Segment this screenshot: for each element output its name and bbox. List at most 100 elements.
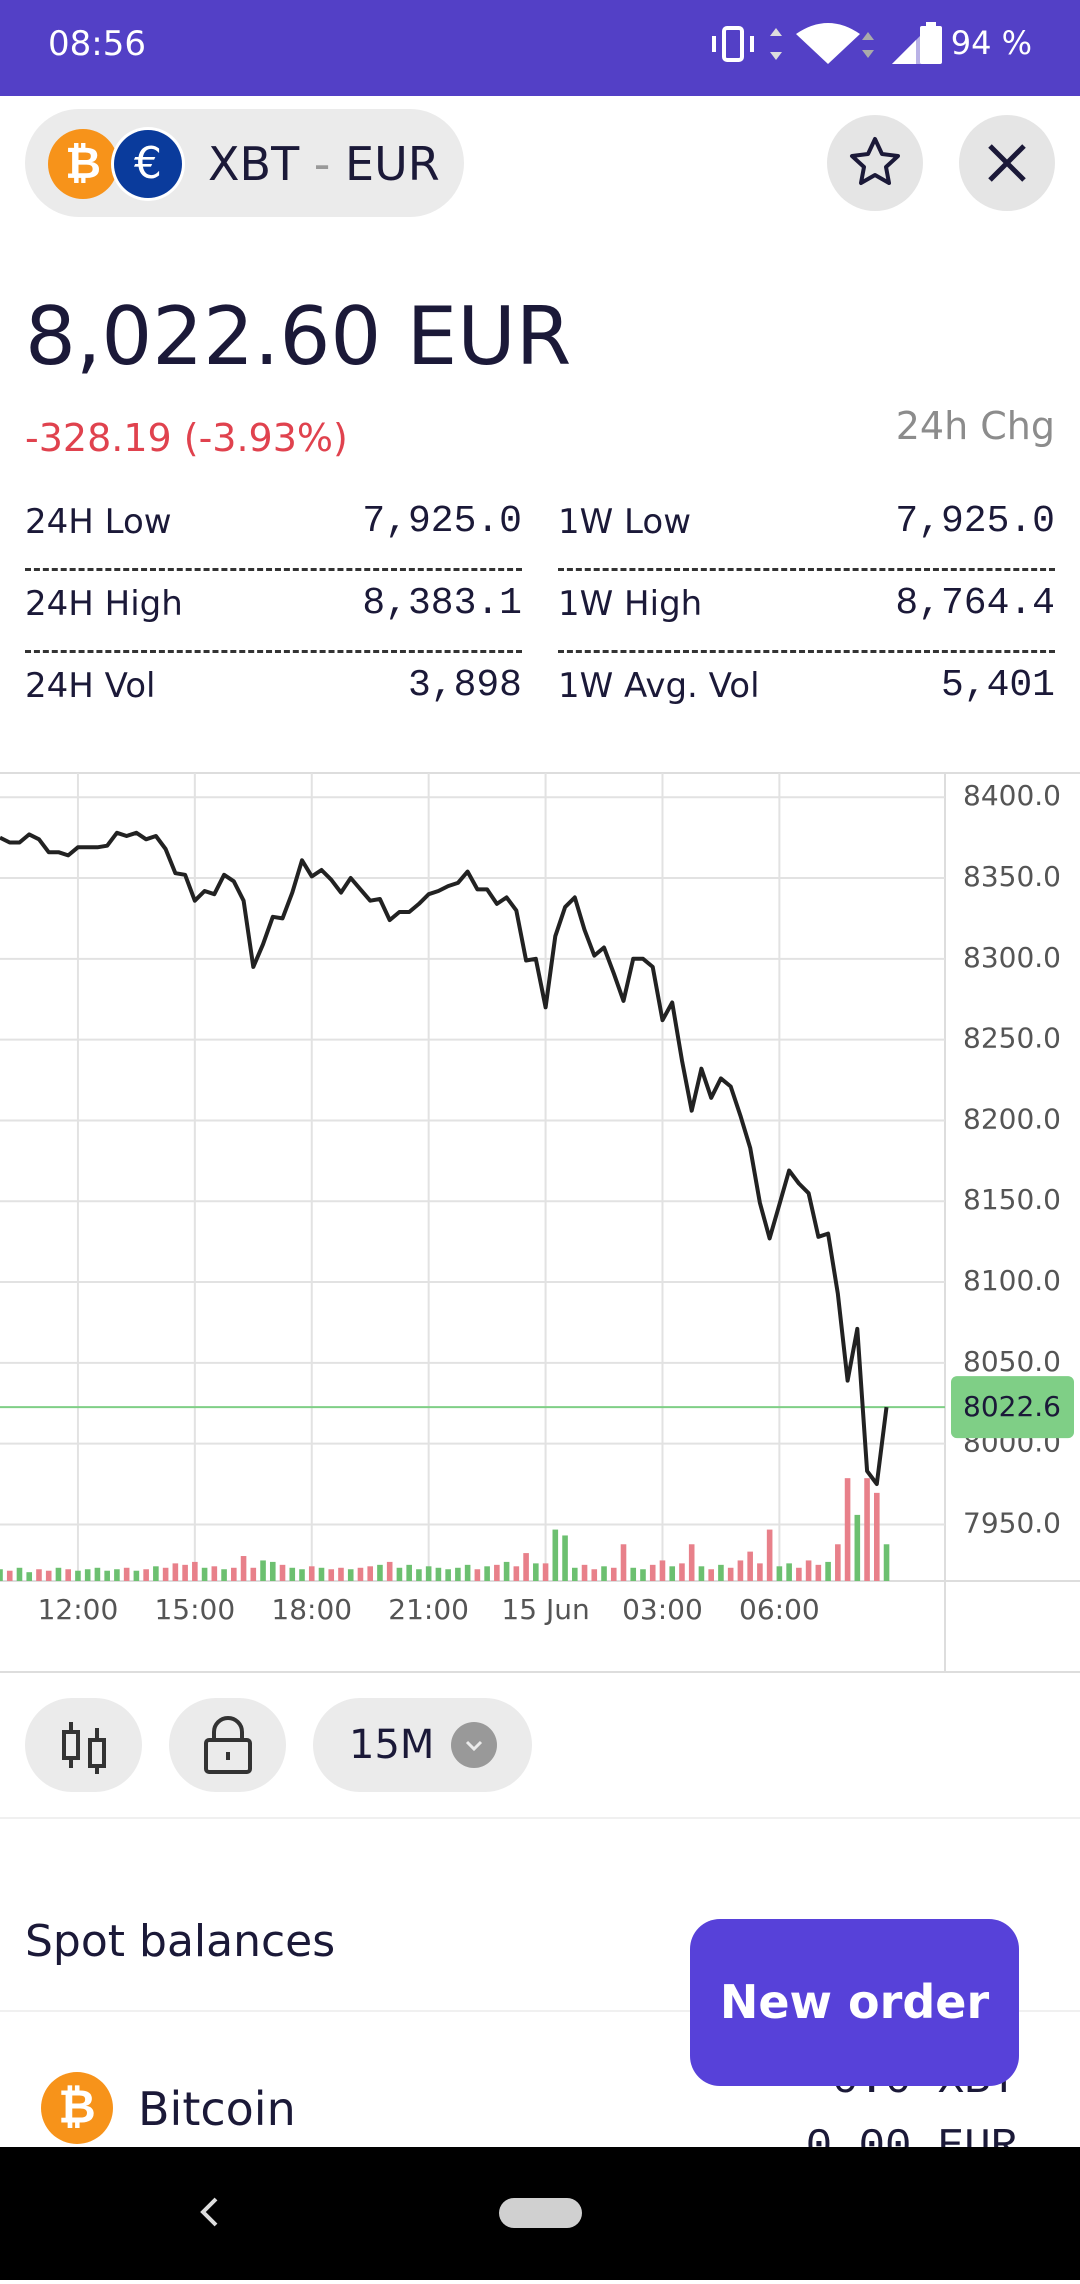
volume-bar: [533, 1563, 539, 1581]
volume-bar: [679, 1563, 685, 1581]
volume-bar: [133, 1570, 140, 1581]
x-tick-label: 21:00: [388, 1593, 469, 1626]
volume-bar: [620, 1544, 627, 1581]
volume-bar: [874, 1492, 880, 1581]
stat: 1W High 8,764.4: [558, 570, 1055, 653]
lock-icon: [204, 1716, 252, 1774]
y-tick-label: 7950.0: [963, 1506, 1061, 1539]
volume-bar: [211, 1566, 218, 1581]
stat: 1W Low 7,925.0: [558, 488, 1055, 571]
volume-bar: [591, 1569, 598, 1581]
stat-label: 24H Vol: [25, 666, 156, 706]
y-tick-label: 8050.0: [963, 1345, 1061, 1378]
current-price-tag: [951, 1376, 1074, 1439]
volume-bar: [659, 1560, 666, 1581]
volume-bar: [757, 1563, 763, 1581]
volume-bar: [698, 1566, 705, 1581]
asset-icon-glyph: ₿: [58, 2080, 96, 2134]
clock: 08:56: [48, 24, 146, 64]
volume-bar: [815, 1564, 822, 1581]
volume-bar: [766, 1529, 773, 1581]
chart-top-border: [0, 772, 1080, 774]
volume-bar: [6, 1570, 13, 1581]
stat: 24H Low 7,925.0: [25, 488, 522, 571]
stat: 24H High 8,383.1: [25, 570, 522, 653]
volume-bar: [221, 1569, 227, 1581]
price-line: [0, 830, 889, 1486]
volume-bar: [289, 1567, 296, 1581]
stat-label: 1W Low: [558, 502, 692, 542]
lock-button[interactable]: [169, 1698, 286, 1792]
volume-bar: [727, 1567, 734, 1581]
volume-bar: [825, 1561, 831, 1581]
volume-bar: [123, 1567, 130, 1581]
volume-bar: [425, 1566, 432, 1581]
volume-bar: [338, 1567, 344, 1581]
divider: [0, 1817, 1080, 1819]
change-label: 24h Chg: [895, 404, 1055, 448]
y-tick-label: 8300.0: [963, 941, 1061, 974]
quote: EUR: [345, 137, 440, 191]
stat-label: 24H Low: [25, 502, 172, 542]
battery-icon: [920, 22, 942, 64]
volume-bar: [571, 1567, 578, 1581]
pair-name: XBT - EUR: [208, 137, 440, 191]
volume-bar: [36, 1569, 42, 1581]
interval-button[interactable]: 15M: [313, 1698, 532, 1792]
volume-bar: [669, 1566, 676, 1581]
nav-bar: [0, 2147, 1080, 2280]
stat-value: 7,925.0: [362, 500, 522, 543]
volume-bar: [308, 1566, 315, 1581]
volume-bar: [708, 1569, 714, 1581]
volume-bar: [84, 1569, 91, 1581]
volume-bar: [299, 1569, 305, 1581]
close-button[interactable]: [959, 115, 1055, 211]
volume-bar: [75, 1570, 81, 1581]
stat-value: 8,383.1: [362, 582, 522, 625]
candle-icon: [62, 1722, 106, 1774]
x-tick-label: 18:00: [271, 1593, 352, 1626]
pair-selector[interactable]: ₿ € XBT - EUR: [25, 109, 464, 217]
chart-type-button[interactable]: [25, 1698, 142, 1792]
stat-label: 1W High: [558, 584, 703, 624]
volume-bar: [562, 1535, 568, 1581]
volume-bar: [435, 1567, 442, 1581]
favorite-button[interactable]: [827, 115, 923, 211]
current-price-label: 8022.6: [963, 1390, 1061, 1423]
x-tick-label: 06:00: [739, 1593, 820, 1626]
volume-bar: [318, 1567, 325, 1581]
back-button[interactable]: [200, 2197, 218, 2227]
volume-bar: [523, 1553, 529, 1581]
volume-bar: [377, 1564, 383, 1581]
volume-bar: [416, 1569, 422, 1581]
volume-bar: [386, 1561, 393, 1581]
asset-icon: ₿: [41, 2072, 113, 2144]
volume-bar: [406, 1564, 412, 1581]
home-button[interactable]: [499, 2198, 582, 2228]
volume-bar: [250, 1567, 257, 1581]
x-tick-label: 15:00: [154, 1593, 235, 1626]
status-bar: 08:56 94 %: [0, 0, 1080, 96]
pair-icons: ₿ €: [48, 127, 185, 201]
volume-bar: [26, 1572, 33, 1581]
x-tick-label: 03:00: [622, 1593, 703, 1626]
volume-bar: [192, 1561, 198, 1581]
volume-bar: [201, 1567, 208, 1581]
volume-bar: [786, 1563, 792, 1581]
volume-bar: [484, 1566, 490, 1581]
volume-bar: [65, 1569, 71, 1581]
volume-bar: [240, 1556, 247, 1581]
status-icons: [712, 23, 928, 64]
volume-bar: [172, 1563, 179, 1581]
quote-icon: €: [134, 138, 162, 189]
volume-bar: [776, 1566, 783, 1581]
price-change: -328.19 (-3.93%): [25, 416, 348, 460]
volume-bar: [94, 1567, 101, 1581]
nav-icons: [200, 2197, 582, 2228]
new-order-button[interactable]: New order: [690, 1919, 1019, 2086]
stat-value: 8,764.4: [895, 582, 1055, 625]
volume-bar: [269, 1561, 276, 1581]
volume-bar: [328, 1569, 335, 1581]
volume-bar: [610, 1567, 617, 1581]
